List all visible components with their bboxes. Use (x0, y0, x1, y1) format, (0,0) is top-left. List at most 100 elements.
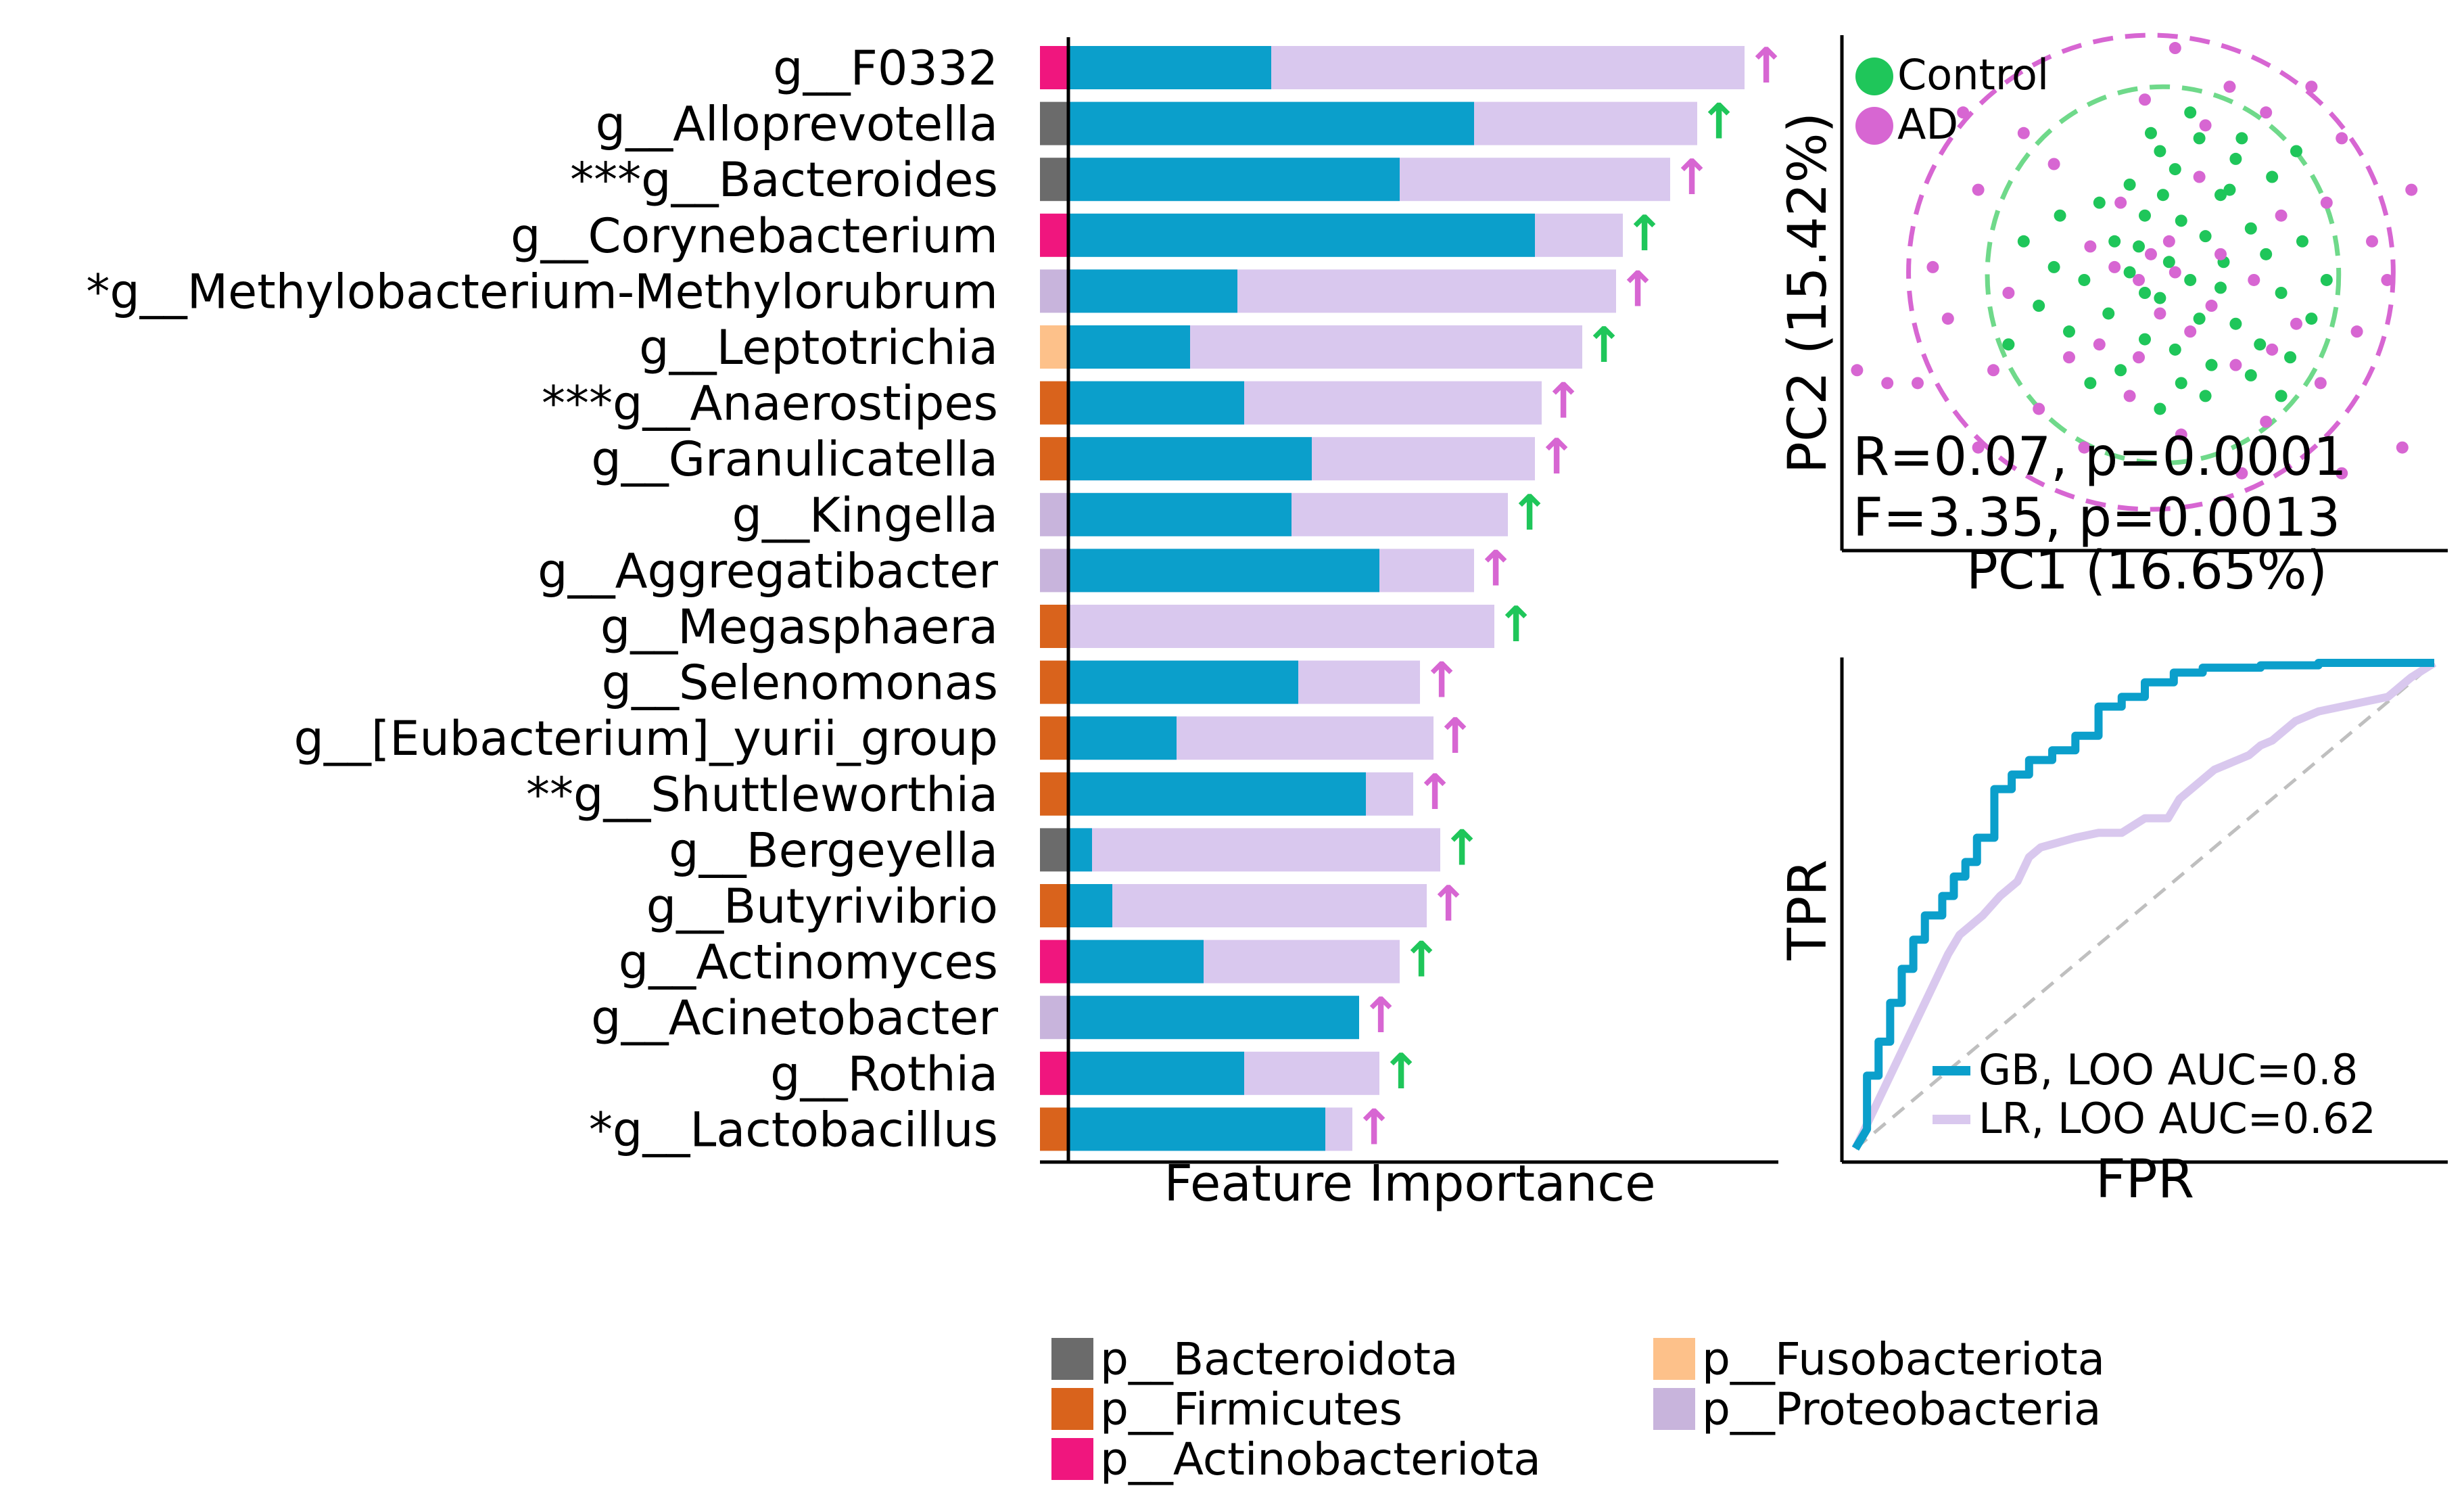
feature-bars (1070, 46, 1745, 1151)
point-control (2199, 230, 2212, 243)
point-ad (2320, 196, 2333, 209)
pcoa-points (1851, 42, 2418, 480)
point-ad (2193, 170, 2206, 183)
bar-gb (1070, 158, 1400, 202)
direction-arrow: ↑ (1543, 373, 1584, 430)
bar-gb (1070, 1051, 1244, 1095)
phylum-swatch (1040, 828, 1067, 872)
phylum-legend-label: p__Firmicutes (1100, 1383, 1402, 1435)
point-ad (1881, 377, 1894, 390)
point-control (2102, 307, 2115, 320)
feature-label: g__Corynebacterium (511, 208, 998, 264)
feature-label: ***g__Bacteroides (570, 152, 998, 208)
point-control (2093, 196, 2106, 209)
direction-arrow: ↑ (1536, 428, 1577, 485)
roc-legend-label-gb: GB, LOO AUC=0.8 (1979, 1045, 2358, 1094)
legend-label-control: Control (1897, 50, 2049, 99)
direction-arrow: ↑ (1354, 1098, 1394, 1155)
phylum-swatch (1040, 213, 1067, 257)
point-control (2266, 170, 2279, 183)
point-control (2114, 364, 2127, 377)
direction-arrow: ↑ (1509, 484, 1550, 541)
point-control (2175, 377, 2187, 390)
point-ad (2266, 343, 2279, 356)
phylum-swatch (1040, 437, 1067, 481)
bar-gb (1070, 325, 1190, 369)
point-control (2275, 287, 2288, 299)
bar-gb (1070, 716, 1177, 760)
bar-gb (1070, 46, 1271, 89)
point-ad (2260, 106, 2273, 119)
point-control (2305, 312, 2318, 325)
point-ad (2078, 441, 2091, 454)
phylum-swatch (1040, 1107, 1067, 1151)
phylum-legend-label: p__Actinobacteriota (1100, 1433, 1541, 1485)
bar-gb (1070, 1107, 1325, 1151)
phylum-legend-swatch (1051, 1388, 1093, 1430)
point-control (2133, 240, 2146, 253)
point-control (2063, 325, 2075, 338)
point-ad (2314, 377, 2327, 390)
point-control (2054, 209, 2066, 222)
point-ad (1972, 441, 1985, 454)
point-control (2156, 189, 2169, 202)
point-ad (1957, 106, 1970, 119)
phylum-legend-label: p__Fusobacteriota (1702, 1333, 2105, 1385)
point-ad (1987, 364, 1999, 377)
point-ad (2205, 300, 2218, 312)
point-control (2235, 132, 2248, 145)
phylum-legend-label: p__Bacteroidota (1100, 1333, 1458, 1385)
roc-x-axis-label: FPR (2095, 1149, 2194, 1210)
point-control (2139, 333, 2151, 346)
point-ad (2184, 325, 2197, 338)
point-control (2175, 214, 2187, 227)
point-ad (2093, 338, 2106, 351)
point-control (2169, 163, 2181, 176)
bar-gb (1070, 269, 1237, 313)
point-control (2139, 287, 2151, 299)
bar-gb (1070, 996, 1359, 1040)
point-control (2033, 300, 2045, 312)
feature-label: g__Granulicatella (591, 432, 998, 487)
bar-lr (1070, 884, 1427, 927)
point-ad (2133, 273, 2146, 286)
point-ad (2305, 80, 2318, 93)
point-ad (2017, 126, 2030, 139)
direction-arrow: ↑ (1442, 819, 1482, 876)
point-ad (2260, 415, 2273, 428)
phylum-swatch (1040, 46, 1067, 89)
roc-line-gb (1851, 659, 2434, 1151)
feature-label: *g__Lactobacillus (589, 1102, 998, 1157)
point-ad (2396, 441, 2409, 454)
point-control (2320, 273, 2333, 286)
point-ad (2175, 428, 2187, 441)
bar-lr (1070, 828, 1440, 872)
bar-lr (1070, 605, 1494, 648)
point-ad (2350, 325, 2363, 338)
phylum-swatch (1040, 158, 1067, 202)
point-ad (2162, 235, 2175, 248)
point-ad (1972, 183, 1985, 196)
point-ad (2123, 390, 2136, 402)
phylum-swatch (1040, 381, 1067, 425)
point-ad (2275, 209, 2288, 222)
feature-label: *g__Methylobacterium-Methylorubrum (86, 264, 998, 319)
point-control (2078, 273, 2091, 286)
point-ad (2199, 119, 2212, 132)
bar-gb (1070, 884, 1112, 927)
direction-arrows: ↑↑↑↑↑↑↑↑↑↑↑↑↑↑↑↑↑↑↑↑ (1354, 37, 1786, 1155)
phylum-legend: p__Bacteroidotap__Firmicutesp__Actinobac… (1051, 1333, 2105, 1485)
point-control (2047, 260, 2060, 273)
feature-importance-panel: g__F0332g__Alloprevotella***g__Bacteroid… (86, 37, 1786, 1213)
point-ad (2002, 287, 2015, 299)
point-ad (2133, 351, 2146, 364)
feature-label: g__Kingella (732, 488, 998, 543)
phylum-swatch (1040, 549, 1067, 593)
bar-gb (1070, 101, 1474, 145)
point-control (2184, 273, 2197, 286)
phylum-legend-label: p__Proteobacteria (1702, 1383, 2102, 1435)
phylum-swatches (1040, 46, 1067, 1151)
direction-arrow: ↑ (1624, 205, 1665, 262)
point-control (2223, 183, 2236, 196)
point-control (2123, 266, 2136, 279)
